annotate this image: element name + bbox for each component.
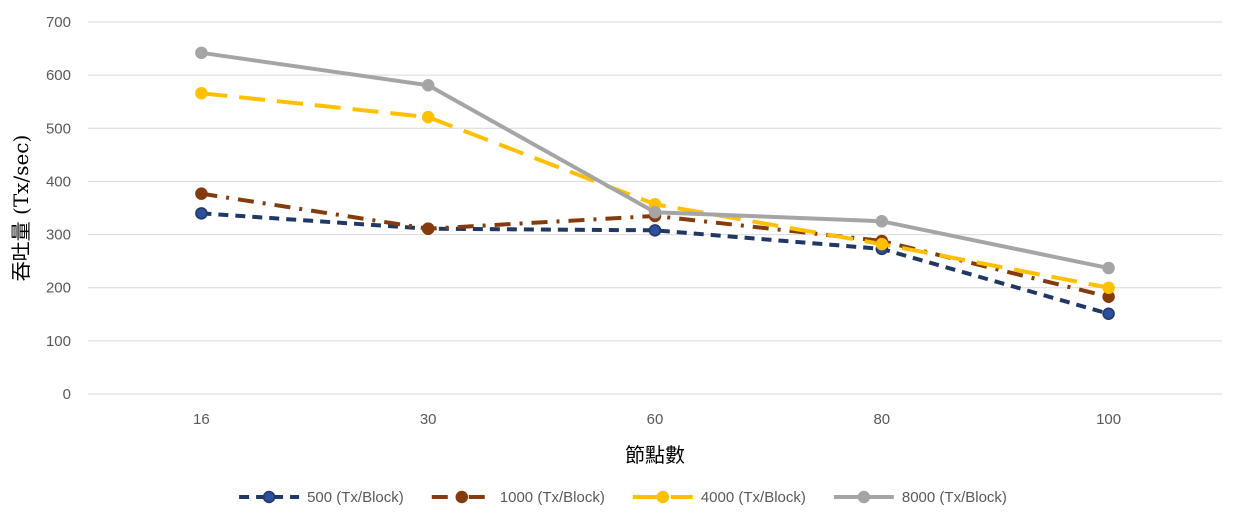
x-axis-title: 節點數 xyxy=(625,443,685,467)
legend-item: 1000 (Tx/Block) xyxy=(431,489,605,506)
data-point xyxy=(1102,307,1115,321)
data-point xyxy=(1102,281,1115,294)
y-tick-label: 700 xyxy=(46,14,71,31)
legend-swatch-marker xyxy=(262,490,276,504)
legend-item: 500 (Tx/Block) xyxy=(239,489,404,506)
x-tick-label: 30 xyxy=(420,411,437,428)
legend-label: 4000 (Tx/Block) xyxy=(701,489,806,506)
data-point xyxy=(195,46,208,60)
legend-label: 8000 (Tx/Block) xyxy=(902,489,1007,506)
y-axis-ticks: 0 100 200 300 400 500 600 700 xyxy=(46,14,71,403)
y-axis-title: 吞吐量 (Tx/sec) xyxy=(9,135,33,282)
data-point xyxy=(421,110,435,124)
series-lines xyxy=(201,50,1110,316)
y-tick-label: 300 xyxy=(46,227,71,244)
y-tick-label: 500 xyxy=(46,120,71,137)
y-tick-label: 200 xyxy=(46,280,71,297)
data-point xyxy=(421,78,435,92)
legend-item: 4000 (Tx/Block) xyxy=(632,489,806,506)
y-tick-label: 400 xyxy=(46,173,71,190)
legend-item: 8000 (Tx/Block) xyxy=(833,489,1007,506)
gridlines xyxy=(88,21,1222,395)
legend-swatch-marker xyxy=(857,490,871,504)
x-tick-label: 60 xyxy=(647,411,664,428)
legend-swatch-marker xyxy=(656,490,670,504)
legend: 500 (Tx/Block) 1000 (Tx/Block) 4000 (Tx/Bl… xyxy=(239,489,1007,506)
data-point xyxy=(1102,261,1115,275)
series-line xyxy=(201,91,1109,290)
series-markers xyxy=(195,46,1115,321)
data-point xyxy=(875,215,889,228)
data-point xyxy=(875,237,889,251)
x-tick-label: 16 xyxy=(193,411,210,428)
x-axis-ticks: 16 30 60 80 100 xyxy=(193,411,1121,428)
data-point xyxy=(648,224,662,237)
legend-label: 500 (Tx/Block) xyxy=(307,489,404,506)
x-tick-label: 100 xyxy=(1096,411,1121,428)
legend-swatch-marker xyxy=(455,490,469,504)
data-point xyxy=(648,206,662,219)
data-point xyxy=(195,207,208,220)
y-tick-label: 600 xyxy=(46,67,71,84)
legend-label: 1000 (Tx/Block) xyxy=(500,489,605,506)
data-point xyxy=(195,187,208,200)
data-point xyxy=(421,222,435,235)
y-tick-label: 100 xyxy=(46,333,71,350)
y-tick-label: 0 xyxy=(63,386,71,403)
data-point xyxy=(195,86,208,100)
x-tick-label: 80 xyxy=(873,411,890,428)
